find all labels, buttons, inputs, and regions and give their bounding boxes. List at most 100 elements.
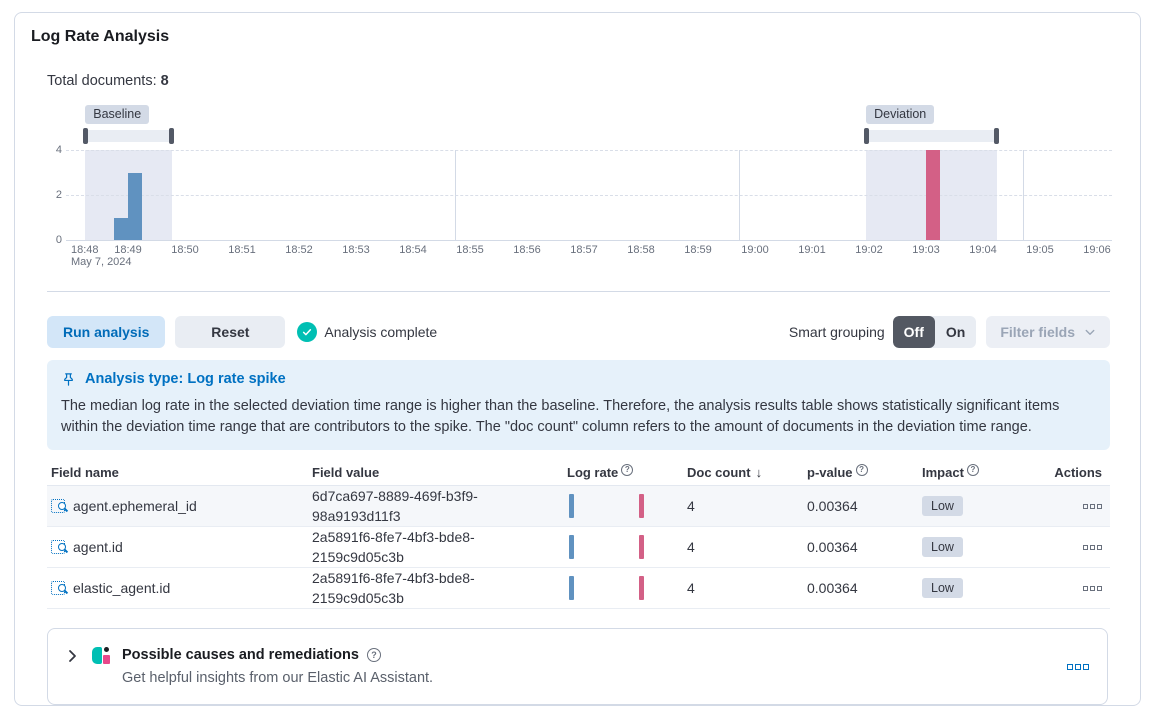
- baseline-doc-count-bar: [113, 217, 128, 240]
- chevron-down-icon: [1085, 329, 1095, 335]
- check-icon: [297, 322, 318, 342]
- p-value: 0.00364: [807, 580, 858, 596]
- run-analysis-button[interactable]: Run analysis: [47, 316, 166, 348]
- x-axis-label: 19:01: [798, 244, 826, 256]
- baseline-brush[interactable]: [83, 128, 175, 144]
- analysis-toolbar: Run analysis Reset Analysis complete Sma…: [47, 316, 1110, 348]
- column-p-value[interactable]: p-value?: [807, 463, 922, 480]
- footer-subtitle: Get helpful insights from our Elastic AI…: [122, 670, 434, 686]
- x-axis-label: 19:06: [1083, 244, 1111, 256]
- brush-handle[interactable]: [864, 128, 870, 144]
- total-documents-value: 8: [160, 73, 169, 89]
- table-row: agent.ephemeral_id 6d7ca697-8889-469f-b3…: [47, 486, 1110, 527]
- info-icon: ?: [621, 463, 634, 476]
- baseline-badge: Baseline: [85, 105, 150, 124]
- x-axis-label: 18:51: [228, 244, 256, 256]
- smart-grouping-toggle: Off On: [892, 316, 977, 348]
- document-count-chart: 0 2 4 18:48 18:49 18:50 18:51 18:52 18:53 18:54 18…: [47, 105, 1112, 275]
- field-name: agent.ephemeral_id: [73, 498, 197, 514]
- baseline-bar: [569, 535, 574, 559]
- footer-title: Possible causes and remediations: [122, 647, 359, 663]
- column-log-rate[interactable]: Log rate?: [567, 463, 687, 480]
- doc-count-value: 4: [687, 580, 695, 596]
- x-axis-label: 18:59: [684, 244, 712, 256]
- baseline-doc-count-bar: [128, 172, 142, 240]
- field-filter-icon[interactable]: [51, 581, 66, 595]
- baseline-bar: [569, 576, 574, 600]
- deviation-bar: [639, 535, 644, 559]
- x-gridline: [455, 150, 457, 240]
- column-field-name[interactable]: Field name: [51, 465, 119, 480]
- field-filter-icon[interactable]: [51, 499, 66, 513]
- column-field-value[interactable]: Field value: [312, 465, 380, 480]
- field-value: 2a5891f6-8fe7-4bf3-bde8-2159c9d05c3b: [312, 529, 475, 565]
- brush-handle[interactable]: [83, 128, 89, 144]
- analysis-results-table: Field name Field value Log rate? Doc cou…: [47, 460, 1110, 609]
- log-rate-mini-chart: [567, 575, 677, 601]
- p-value: 0.00364: [807, 498, 858, 514]
- doc-count-value: 4: [687, 539, 695, 555]
- column-doc-count[interactable]: Doc count ↓: [687, 465, 763, 480]
- x-axis-label: 19:02: [855, 244, 883, 256]
- x-axis-label: 19:04: [969, 244, 997, 256]
- x-axis-label: 18:54: [399, 244, 427, 256]
- deviation-brush[interactable]: [864, 128, 1000, 144]
- smart-grouping-off-button[interactable]: Off: [892, 316, 935, 348]
- x-axis-label: 19:03: [912, 244, 940, 256]
- filter-fields-button[interactable]: Filter fields: [986, 316, 1110, 348]
- log-rate-mini-chart: [567, 534, 677, 560]
- table-row: elastic_agent.id 2a5891f6-8fe7-4bf3-bde8…: [47, 568, 1110, 609]
- log-rate-mini-chart: [567, 493, 677, 519]
- info-icon: ?: [855, 463, 868, 476]
- smart-grouping-label: Smart grouping: [788, 324, 885, 340]
- x-axis-label: 18:48: [71, 244, 99, 256]
- row-actions-button[interactable]: [1083, 503, 1102, 509]
- field-value: 2a5891f6-8fe7-4bf3-bde8-2159c9d05c3b: [312, 570, 475, 606]
- x-axis-label: 18:49: [114, 244, 142, 256]
- sort-desc-icon: ↓: [755, 465, 763, 480]
- total-documents: Total documents: 8: [47, 73, 1110, 89]
- x-axis-date-label: May 7, 2024: [71, 256, 132, 268]
- row-actions-button[interactable]: [1083, 585, 1102, 591]
- impact-badge: Low: [922, 496, 963, 516]
- y-gridline: [66, 150, 1112, 151]
- total-documents-label: Total documents:: [47, 73, 157, 89]
- reset-button[interactable]: Reset: [175, 316, 286, 348]
- info-icon: ?: [966, 463, 979, 476]
- deviation-badge: Deviation: [866, 105, 935, 124]
- x-axis-label: 18:57: [570, 244, 598, 256]
- field-value: 6d7ca697-8889-469f-b3f9-98a9193d11f3: [312, 488, 478, 524]
- help-icon: ?: [366, 648, 381, 662]
- log-rate-analysis-panel: Log Rate Analysis Total documents: 8 0 2 4…: [14, 12, 1141, 706]
- field-filter-icon[interactable]: [51, 540, 66, 554]
- x-axis-label: 18:55: [456, 244, 484, 256]
- possible-causes-panel: Possible causes and remediations ? Get h…: [47, 628, 1108, 705]
- table-row: agent.id 2a5891f6-8fe7-4bf3-bde8-2159c9d…: [47, 527, 1110, 568]
- x-axis-line: [66, 240, 1112, 241]
- filter-fields-label: Filter fields: [1000, 324, 1075, 340]
- ai-assistant-icon: [92, 647, 110, 664]
- impact-badge: Low: [922, 537, 963, 557]
- brush-handle[interactable]: [169, 128, 175, 144]
- impact-badge: Low: [922, 578, 963, 598]
- chevron-right-icon[interactable]: [64, 648, 80, 664]
- field-name: agent.id: [73, 539, 123, 555]
- y-axis-label: 4: [55, 144, 62, 156]
- callout-title: Analysis type: Log rate spike: [85, 371, 286, 387]
- column-impact[interactable]: Impact?: [922, 463, 1037, 480]
- x-axis-label: 18:53: [342, 244, 370, 256]
- divider: [47, 291, 1110, 292]
- analysis-status: Analysis complete: [297, 322, 437, 342]
- x-gridline: [1022, 150, 1024, 240]
- smart-grouping-on-button[interactable]: On: [935, 316, 976, 348]
- x-axis-label: 19:00: [741, 244, 769, 256]
- table-header: Field name Field value Log rate? Doc cou…: [47, 460, 1110, 486]
- row-actions-button[interactable]: [1083, 544, 1102, 550]
- panel-actions-button[interactable]: [1067, 663, 1089, 670]
- doc-count-value: 4: [687, 498, 695, 514]
- status-label: Analysis complete: [324, 324, 438, 340]
- p-value: 0.00364: [807, 539, 858, 555]
- column-actions: Actions: [1054, 465, 1102, 480]
- brush-handle[interactable]: [994, 128, 1000, 144]
- y-axis-label: 2: [55, 189, 62, 201]
